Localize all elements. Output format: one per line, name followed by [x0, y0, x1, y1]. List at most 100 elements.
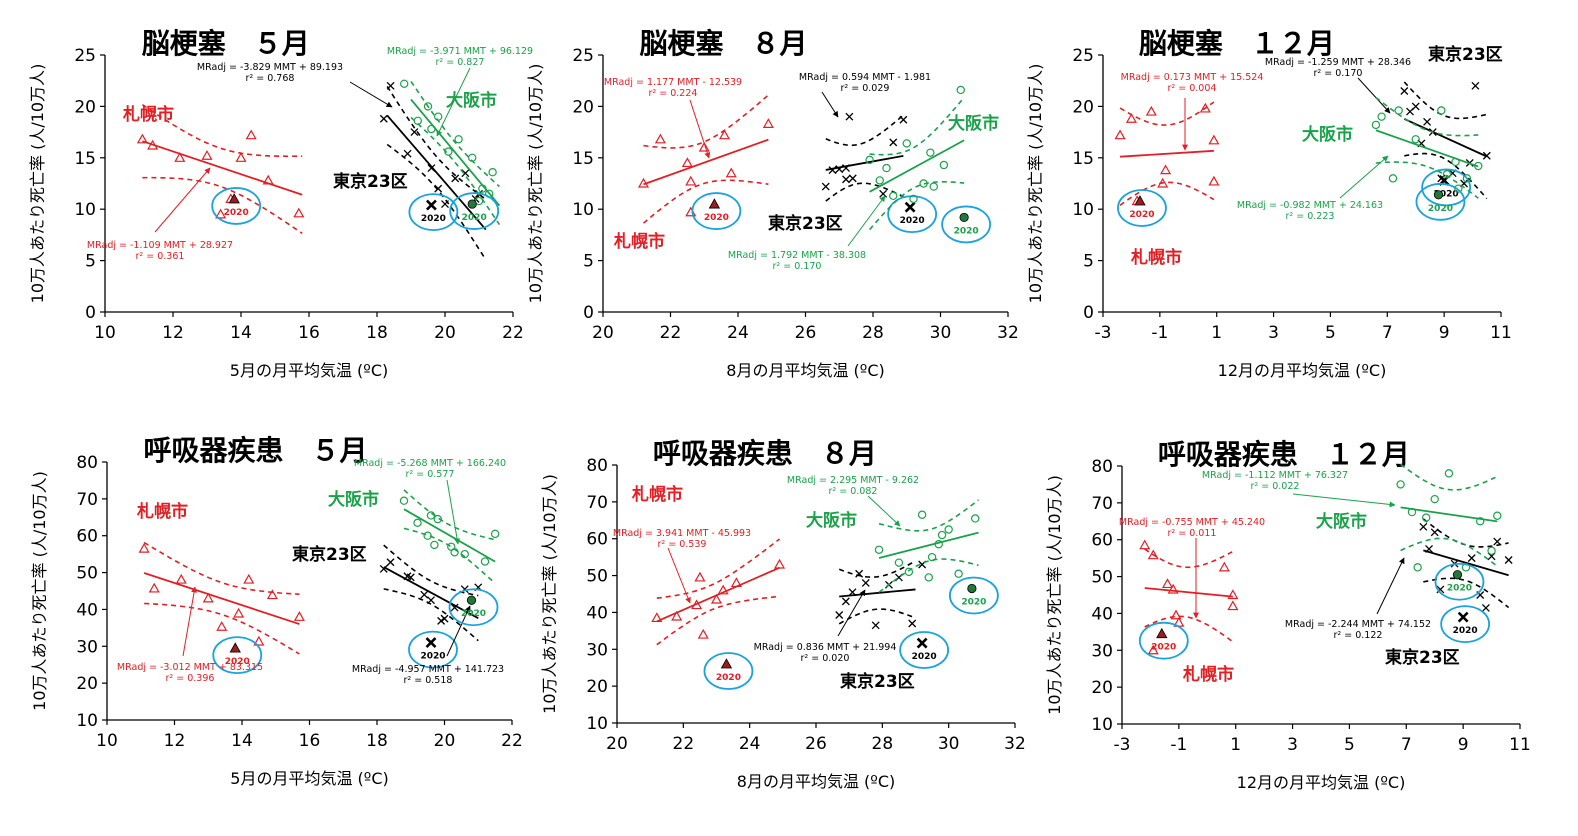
data-point	[1147, 549, 1159, 560]
y-tick-label: 15	[74, 149, 96, 169]
chart-title: 脳梗塞 ５月	[142, 27, 310, 60]
series-label: 札幌市	[136, 501, 188, 522]
x-tick-label: 20	[434, 323, 456, 343]
confidence-band-upper	[1375, 96, 1479, 137]
confidence-band-upper	[838, 560, 916, 578]
annotation-arrow	[1292, 493, 1396, 508]
data-point	[1160, 164, 1172, 175]
data-point	[694, 571, 706, 582]
regression-equation: MRadj = 3.941 MMT - 45.993	[613, 528, 751, 539]
regression-line	[386, 114, 487, 231]
x-tick-label: 9	[1458, 735, 1469, 755]
x-tick-label: -3	[1114, 735, 1131, 755]
highlight-2020-ellipse	[449, 192, 500, 230]
data-point	[450, 603, 459, 612]
data-point	[434, 112, 443, 121]
data-point	[685, 175, 697, 186]
highlight-2020-ellipse	[1138, 621, 1189, 660]
x-axis-label: 8月の月平均気温 (ºC)	[737, 772, 895, 791]
data-point	[460, 549, 469, 559]
data-point	[423, 102, 433, 111]
data-point	[1493, 511, 1502, 520]
highlight-2020-ellipse	[212, 636, 263, 675]
x-tick-label: 28	[862, 323, 884, 343]
data-point	[1170, 609, 1182, 620]
y-tick-label: 10	[76, 711, 98, 731]
data-point	[433, 514, 442, 524]
regression-equation: MRadj = 0.594 MMT - 1.981	[799, 72, 931, 83]
data-point	[651, 612, 663, 623]
data-point	[848, 588, 857, 597]
regression-line	[656, 566, 780, 623]
confidence-band-lower	[1404, 152, 1488, 200]
regression-equation: MRadj = 1.177 MMT - 12.539	[604, 77, 742, 88]
data-point	[971, 514, 980, 523]
regression-line	[1144, 587, 1233, 598]
x-tick-label: 1	[1211, 323, 1222, 343]
regression-equation: MRadj = -1.109 MMT + 28.927	[87, 240, 233, 251]
x-axis-label: 5月の月平均気温 (ºC)	[230, 769, 388, 788]
y-tick-label: 25	[572, 46, 594, 66]
regression-r2: r² = 0.170	[1314, 68, 1363, 79]
data-point	[430, 540, 439, 550]
confidence-band-lower	[642, 179, 769, 224]
x-tick-label: 11	[1490, 323, 1512, 343]
x-tick-label: 26	[795, 323, 817, 343]
highlight-2020-point	[967, 583, 977, 594]
annotation-arrow	[446, 605, 471, 657]
x-axis-label: 12月の月平均気温 (ºC)	[1237, 773, 1406, 792]
chart-panel-4: 呼吸器疾患 ５月 10 20 30 40 50 60 70 80 10 12 14 16 18 20 22 5月…	[30, 434, 523, 788]
data-point	[875, 176, 884, 185]
x-tick-label: 20	[606, 734, 628, 754]
data-point	[637, 177, 650, 188]
y-tick-label: 30	[586, 640, 608, 660]
regression-line	[839, 588, 916, 598]
y-tick-label: 20	[572, 97, 594, 117]
data-point	[444, 147, 453, 156]
y-tick-label: 0	[1083, 303, 1094, 323]
y-tick-label: 10	[74, 200, 96, 220]
highlight-2020-point	[467, 199, 477, 209]
highlight-2020-ellipse	[448, 588, 499, 627]
data-point	[490, 529, 500, 539]
data-point	[710, 593, 723, 604]
regression-line	[1403, 118, 1488, 158]
x-tick-label: 3	[1268, 323, 1279, 343]
highlight-2020-label: 2020	[954, 226, 979, 236]
chart-title: 呼吸器疾患 ５月	[143, 434, 367, 467]
data-point	[403, 149, 412, 158]
highlight-2020-point	[916, 637, 928, 649]
regression-equation: MRadj = -5.268 MMT + 166.240	[354, 458, 506, 469]
data-point	[1462, 174, 1472, 183]
data-point	[1482, 151, 1491, 160]
regression-r2: r² = 0.361	[136, 251, 185, 262]
data-point	[1114, 129, 1126, 140]
regression-equation: MRadj = -4.957 MMT + 141.723	[352, 664, 504, 675]
series-label: 大阪市	[1316, 511, 1367, 532]
x-axis-label: 5月の月平均気温 (ºC)	[230, 361, 388, 380]
regression-r2: r² = 0.577	[406, 469, 455, 480]
x-axis-label: 8月の月平均気温 (ºC)	[726, 361, 884, 380]
data-point	[266, 589, 278, 600]
confidence-band-lower	[1144, 615, 1234, 643]
data-point	[400, 79, 409, 88]
regression-equation: MRadj = -0.982 MMT + 24.163	[1237, 200, 1383, 211]
chart-panel-3: 脳梗塞 １２月 0 5 10 15 20 25 -3 -1 1 3 5 7 9 11 12月の月平均気温 (º…	[1026, 27, 1512, 380]
highlight-2020-label: 2020	[225, 657, 250, 667]
x-tick-label: 28	[872, 734, 894, 754]
x-tick-label: 18	[366, 731, 388, 751]
highlight-2020-point	[708, 198, 721, 209]
data-point	[828, 166, 837, 175]
confidence-band-upper	[878, 499, 979, 532]
y-tick-label: 20	[586, 677, 608, 697]
confidence-band-lower	[403, 527, 496, 584]
confidence-band-lower	[1119, 181, 1215, 206]
highlight-2020-point	[1457, 611, 1469, 623]
highlight-2020-label: 2020	[961, 597, 986, 607]
data-point	[1396, 480, 1405, 489]
highlight-2020-ellipse	[1415, 182, 1466, 221]
